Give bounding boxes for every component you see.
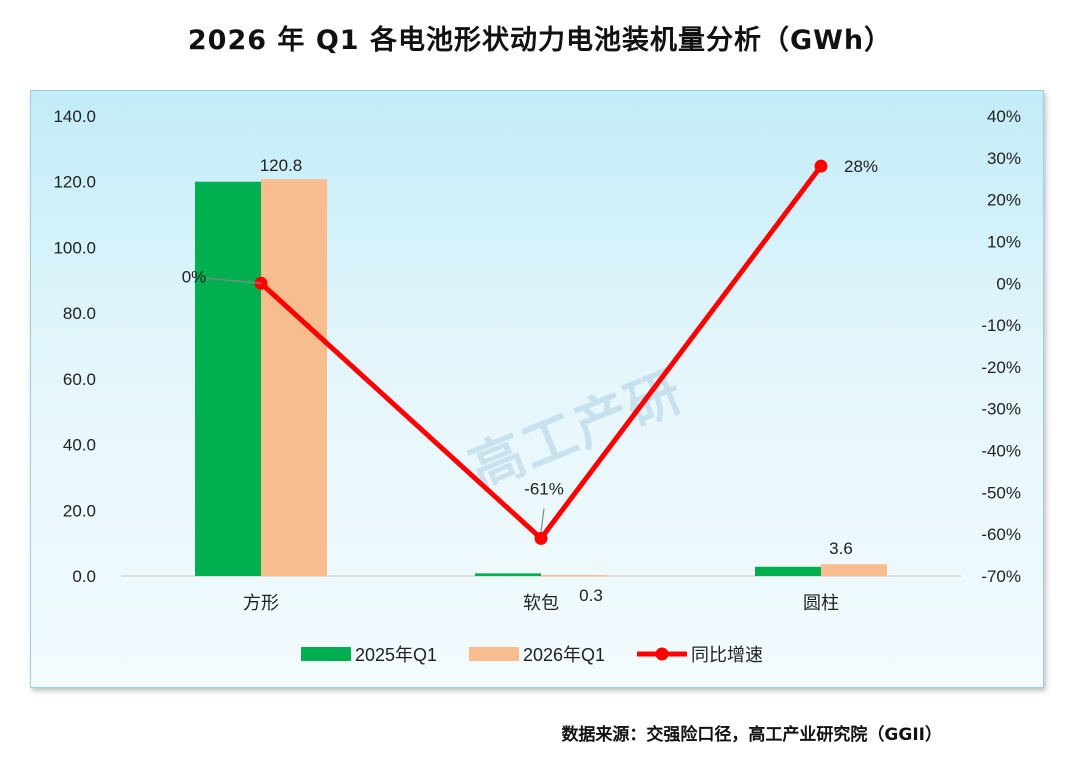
x-category-label: 软包: [523, 593, 559, 613]
growth-data-label: 28%: [844, 157, 878, 176]
legend-label: 2025年Q1: [355, 645, 437, 665]
y-left-tick-label: 140.0: [53, 107, 96, 126]
y-right-tick-label: 40%: [987, 107, 1021, 126]
y-right-tick-label: -50%: [981, 483, 1021, 502]
growth-data-label: -61%: [524, 479, 564, 498]
y-left-tick-label: 40.0: [63, 436, 96, 455]
y-right-tick-label: 30%: [987, 149, 1021, 168]
legend-label: 2026年Q1: [523, 645, 605, 665]
bar-data-label: 120.8: [260, 156, 303, 175]
legend-swatch: [301, 647, 351, 661]
y-left-tick-label: 120.0: [53, 173, 96, 192]
x-category-label: 方形: [243, 593, 279, 613]
y-right-tick-label: -60%: [981, 525, 1021, 544]
y-right-tick-label: 20%: [987, 191, 1021, 210]
leader-line: [205, 277, 262, 284]
data-source: 数据来源：交强险口径，高工产业研究院（GGII）: [561, 725, 942, 745]
x-category-label: 圆柱: [803, 593, 839, 613]
y-right-tick-label: -40%: [981, 442, 1021, 461]
growth-data-label: 0%: [182, 267, 207, 286]
y-left-tick-label: 60.0: [63, 370, 96, 389]
legend-swatch-marker: [655, 647, 669, 661]
y-right-tick-label: 10%: [987, 232, 1021, 251]
bar-2: [821, 564, 887, 576]
y-left-tick-label: 0.0: [72, 567, 96, 586]
chart-title: 2026 年 Q1 各电池形状动力电池装机量分析（GWh）: [187, 25, 893, 56]
bar-1: [195, 181, 261, 576]
combo-chart: 0.0 20.0 40.0 60.0 80.0 100.0 120.0 140.0 -70% -6…: [53, 107, 1021, 665]
legend-label: 同比增速: [691, 645, 763, 665]
y-left-tick-label: 80.0: [63, 304, 96, 323]
legend-swatch: [469, 647, 519, 661]
growth-marker: [814, 159, 828, 173]
bar-1: [755, 566, 821, 576]
bar-2: [261, 179, 327, 576]
growth-marker: [534, 531, 548, 545]
bar-data-label: 0.3: [579, 586, 603, 605]
y-right-tick-label: -20%: [981, 358, 1021, 377]
y-left-tick-label: 100.0: [53, 238, 96, 257]
y-left-tick-label: 20.0: [63, 501, 96, 520]
y-right-tick-label: -30%: [981, 400, 1021, 419]
bar-1: [475, 573, 541, 576]
y-right-tick-label: -70%: [981, 567, 1021, 586]
leader-line: [540, 508, 545, 533]
chart-frame: 高工产研 0.0 20.0 40.0 60.0 80.0 100.0 120.0 140.0-…: [30, 90, 1044, 688]
y-right-tick-label: 0%: [996, 274, 1021, 293]
y-right-tick-label: -10%: [981, 316, 1021, 335]
bar-2: [541, 575, 607, 577]
bar-data-label: 3.6: [829, 539, 853, 558]
